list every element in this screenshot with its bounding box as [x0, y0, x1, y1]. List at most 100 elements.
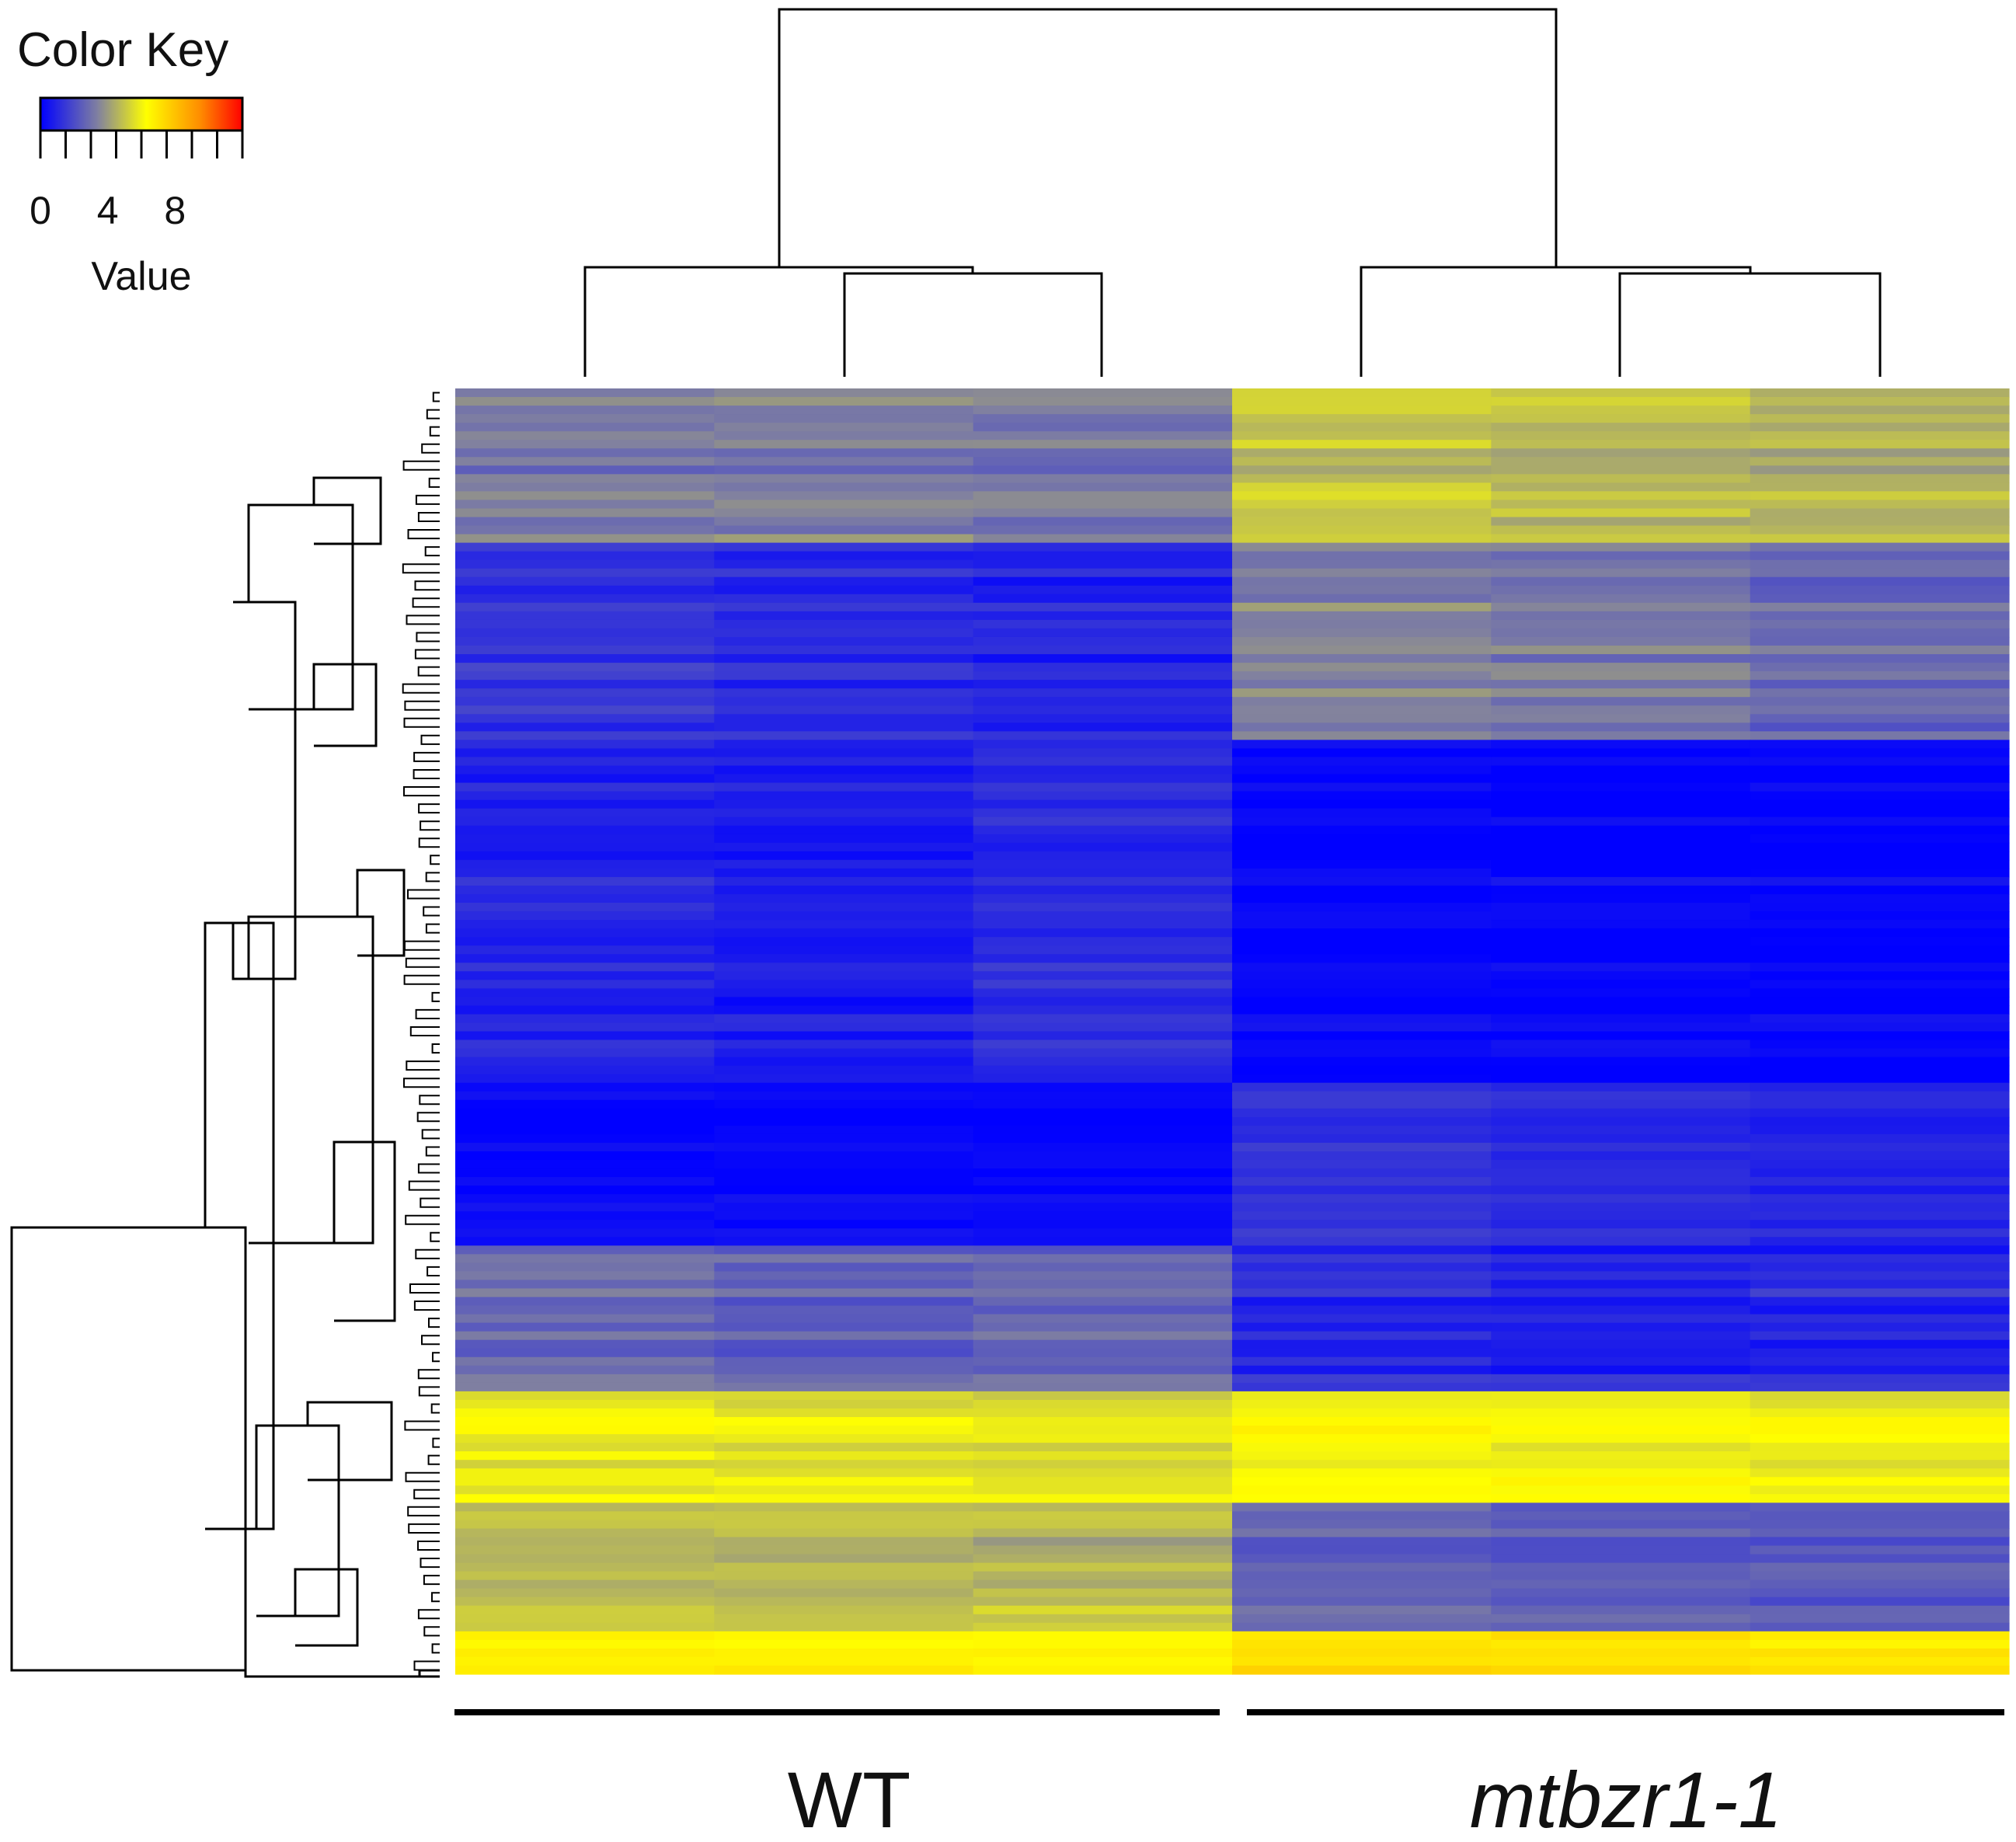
heatmap-cell — [1491, 774, 1751, 784]
heatmap-cell — [973, 1511, 1233, 1520]
row-dendrogram-leaf — [407, 889, 440, 900]
row-dendrogram-leaf — [417, 1163, 440, 1174]
heatmap-cell — [1491, 1262, 1751, 1273]
heatmap-cell — [1232, 1622, 1492, 1632]
row-dendrogram-leaf — [428, 1318, 440, 1328]
heatmap-cell — [1750, 782, 2010, 792]
heatmap-cell — [1232, 1399, 1492, 1409]
heatmap-cell — [455, 834, 715, 844]
heatmap-cell — [1232, 1116, 1492, 1126]
color-key: Color Key 0 4 8 Value — [17, 23, 244, 299]
heatmap-cell — [714, 448, 974, 458]
heatmap-cell — [1232, 568, 1492, 578]
heatmap-cell — [1491, 757, 1751, 767]
heatmap-cell — [1491, 1468, 1751, 1478]
heatmap-cell — [455, 1186, 715, 1195]
heatmap-cell — [714, 920, 974, 929]
heatmap-cell — [1491, 594, 1751, 604]
heatmap-cell — [1491, 920, 1751, 929]
heatmap-cell — [714, 842, 974, 852]
heatmap-cell — [714, 876, 974, 886]
heatmap-cell — [714, 1391, 974, 1401]
row-dendrogram-leaf — [430, 1403, 440, 1414]
heatmap-cell — [455, 1116, 715, 1126]
heatmap-cell — [455, 697, 715, 706]
row-dendrogram-leaves — [402, 392, 440, 1671]
heatmap-cell — [714, 868, 974, 878]
heatmap-cell — [1491, 893, 1751, 904]
heatmap-cell — [1750, 576, 2010, 587]
row-dendrogram-leaf — [424, 546, 440, 557]
heatmap-cell — [1232, 646, 1492, 655]
heatmap-cell — [714, 1211, 974, 1220]
heatmap-cell — [973, 1468, 1233, 1478]
heatmap-cell — [1232, 1022, 1492, 1032]
heatmap-cell — [714, 465, 974, 475]
heatmap-cell — [973, 876, 1233, 886]
row-dendrogram-leaf — [420, 1558, 440, 1569]
heatmap-cell — [1750, 697, 2010, 706]
heatmap-cell — [1491, 1520, 1751, 1530]
heatmap-cell — [455, 1074, 715, 1084]
heatmap-cell — [1491, 1099, 1751, 1109]
heatmap-cell — [1750, 1177, 2010, 1186]
heatmap-cell — [1750, 1528, 2010, 1538]
heatmap-cell — [973, 1391, 1233, 1401]
heatmap-cell — [1491, 397, 1751, 406]
heatmap-cell — [714, 388, 974, 398]
heatmap-cell — [1750, 1074, 2010, 1084]
heatmap-cell — [1491, 799, 1751, 810]
heatmap-cell — [1232, 1186, 1492, 1195]
heatmap-cell — [1750, 1228, 2010, 1238]
row-dendrogram-leaf — [423, 1575, 440, 1586]
heatmap-cell — [1750, 740, 2010, 749]
heatmap-cell — [1491, 1511, 1751, 1520]
heatmap-cell — [1750, 954, 2010, 963]
heatmap-cell — [973, 663, 1233, 672]
heatmap-cell — [714, 654, 974, 663]
heatmap-cell — [1232, 808, 1492, 818]
heatmap-cell — [714, 885, 974, 895]
heatmap-cell — [973, 1554, 1233, 1564]
row-dendrogram-leaf — [421, 443, 440, 454]
heatmap-cell — [714, 534, 974, 544]
heatmap-cell — [1750, 1639, 2010, 1649]
heatmap-cell — [1232, 534, 1492, 544]
heatmap-cell — [714, 1614, 974, 1624]
heatmap-cell — [1232, 1537, 1492, 1547]
heatmap-cell — [1750, 491, 2010, 501]
heatmap-cell — [973, 1537, 1233, 1547]
heatmap-cell — [973, 1631, 1233, 1641]
heatmap-cell — [1491, 1116, 1751, 1126]
heatmap-cell — [1232, 1297, 1492, 1307]
heatmap-cell — [455, 636, 715, 646]
heatmap-cell — [973, 980, 1233, 989]
heatmap-cell — [1491, 868, 1751, 878]
heatmap-cell — [1750, 1297, 2010, 1307]
heatmap-cell — [1750, 619, 2010, 629]
heatmap-cell — [1232, 1254, 1492, 1263]
heatmap-cell — [1750, 825, 2010, 835]
heatmap-cell — [1750, 876, 2010, 886]
heatmap-cell — [973, 491, 1233, 501]
heatmap-cell — [1491, 1579, 1751, 1590]
heatmap-cell — [1491, 688, 1751, 698]
heatmap-cell — [1491, 1374, 1751, 1384]
heatmap-cell — [1750, 834, 2010, 844]
heatmap-cell — [1232, 1168, 1492, 1178]
heatmap-cell — [1232, 654, 1492, 663]
heatmap-cell — [1750, 988, 2010, 998]
heatmap-cell — [1232, 723, 1492, 732]
heatmap-cell — [455, 1477, 715, 1486]
heatmap-cell — [973, 1186, 1233, 1195]
heatmap-cell — [1491, 1048, 1751, 1058]
heatmap-cell — [973, 1356, 1233, 1367]
heatmap-cell — [1491, 963, 1751, 972]
heatmap-cell — [1232, 1133, 1492, 1144]
heatmap-cell — [714, 1245, 974, 1255]
heatmap-cell — [1491, 423, 1751, 432]
heatmap-cell — [1750, 1382, 2010, 1392]
row-dendrogram-leaf — [408, 1180, 440, 1191]
heatmap-cell — [1491, 971, 1751, 980]
heatmap-cell — [455, 1399, 715, 1409]
